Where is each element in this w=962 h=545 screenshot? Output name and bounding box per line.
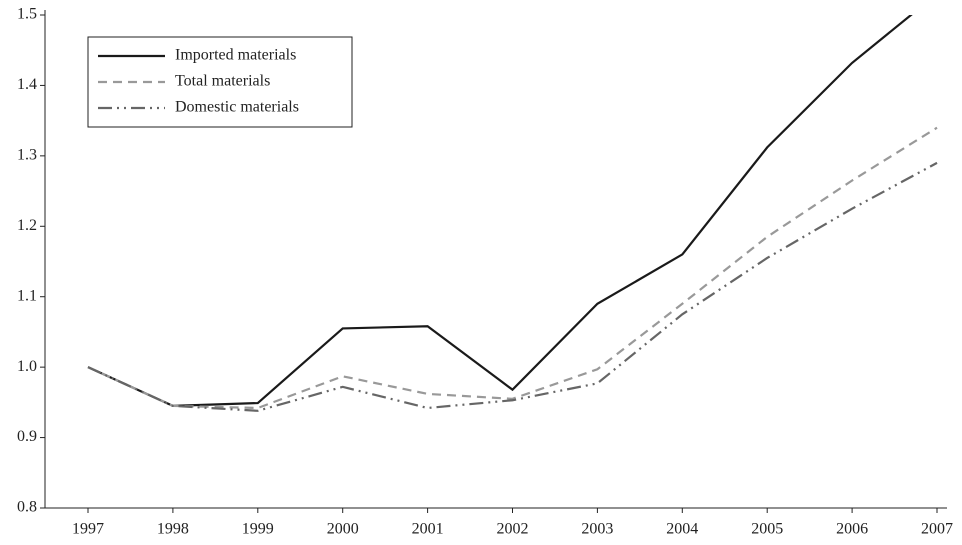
x-tick-label: 1997 [72, 521, 104, 538]
x-tick-label: 1998 [157, 521, 189, 538]
series-line [87, 126, 938, 410]
legend: Imported materials Total materials Domesti… [87, 36, 353, 128]
y-tick-label: 1.2 [17, 217, 37, 234]
y-tick-label: 0.8 [17, 499, 37, 516]
y-tick-label: 0.9 [17, 428, 37, 445]
x-tick-label: 2004 [666, 521, 698, 538]
x-tick-label: 2007 [921, 521, 953, 538]
series-line [87, 161, 938, 412]
y-tick-label: 1.4 [17, 76, 37, 93]
legend-label: Domestic materials [175, 99, 299, 116]
y-tick-label: 1.1 [17, 287, 37, 304]
x-tick-label: 2005 [751, 521, 783, 538]
x-tick-label: 2006 [836, 521, 868, 538]
y-tick-label: 1.0 [17, 358, 37, 375]
x-tick-label: 2001 [412, 521, 444, 538]
x-tick-label: 2002 [497, 521, 529, 538]
series-line [87, 15, 913, 407]
x-tick-label: 2003 [581, 521, 613, 538]
legend-label: Imported materials [175, 47, 296, 64]
legend-label: Total materials [175, 73, 270, 90]
x-tick-label: 1999 [242, 521, 274, 538]
x-tick-label: 2000 [327, 521, 359, 538]
y-tick-label: 1.5 [17, 6, 37, 23]
y-tick-label: 1.3 [17, 147, 37, 164]
